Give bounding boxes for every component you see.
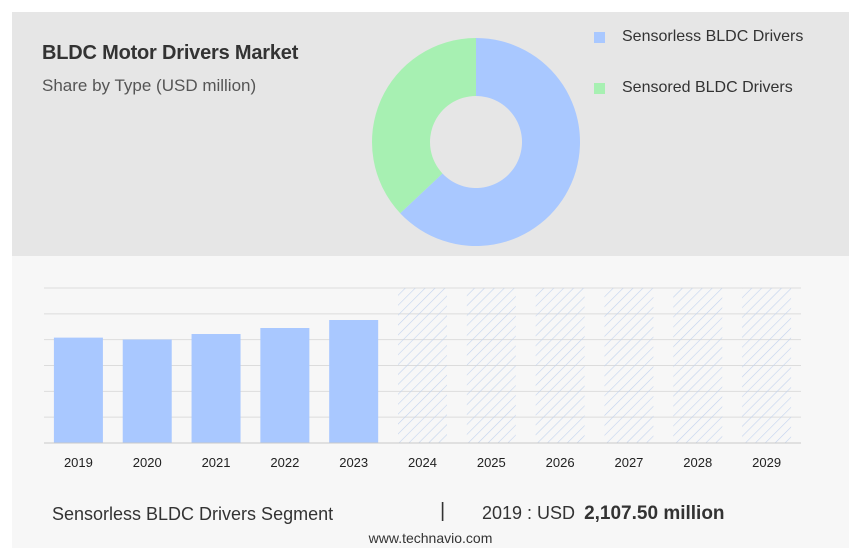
x-tick-label: 2026 <box>546 455 575 470</box>
bar-2019 <box>53 337 103 443</box>
x-tick-label: 2023 <box>339 455 368 470</box>
donut-chart <box>372 38 580 246</box>
forecast-bar-2026 <box>535 288 585 443</box>
x-tick-label: 2029 <box>752 455 781 470</box>
legend-swatch-sensored <box>594 82 605 94</box>
source-credit: www.technavio.com <box>368 530 493 546</box>
bar-chart: 2019 2020 2021 2022 2023 2024 2025 2026 2027 2028… <box>44 287 801 470</box>
x-tick-label: 2025 <box>477 455 506 470</box>
bar-2022 <box>260 328 310 443</box>
segment-year-label: 2019 : USD <box>482 503 576 523</box>
donut-slice-sensorless <box>400 38 580 246</box>
chart-subtitle: Share by Type (USD million) <box>42 76 257 95</box>
forecast-bar-2029 <box>742 288 792 443</box>
segment-value-amount: 2,107.50 million <box>584 503 725 524</box>
x-tick-label: 2024 <box>408 455 437 470</box>
legend-item-sensorless: Sensorless BLDC Drivers <box>594 28 803 46</box>
x-tick-label: 2027 <box>614 455 643 470</box>
legend-item-sensored: Sensored BLDC Drivers <box>594 79 793 97</box>
forecast-bar-2027 <box>604 288 654 443</box>
forecast-bar-2024 <box>398 288 447 443</box>
segment-label: Sensorless BLDC Drivers Segment <box>52 504 334 524</box>
donut-slice-sensored <box>372 38 476 214</box>
chart-title: BLDC Motor Drivers Market <box>42 42 299 64</box>
legend-label-sensorless: Sensorless BLDC Drivers <box>622 28 804 45</box>
bar-2021 <box>191 334 241 443</box>
bar-2023 <box>329 320 379 443</box>
x-tick-label: 2021 <box>202 455 231 470</box>
x-tick-label: 2028 <box>683 455 712 470</box>
bar-2020 <box>122 339 172 443</box>
x-tick-label: 2020 <box>133 455 162 470</box>
x-tick-label: 2019 <box>64 455 93 470</box>
x-tick-label: 2022 <box>270 455 299 470</box>
forecast-bar-2025 <box>466 288 516 443</box>
legend-label-sensored: Sensored BLDC Drivers <box>622 79 793 96</box>
legend-swatch-sensorless <box>594 31 605 43</box>
footer-separator: | <box>440 500 446 522</box>
forecast-bar-2028 <box>673 288 723 443</box>
segment-value: 2019 : USD 2,107.50 million <box>482 503 725 525</box>
